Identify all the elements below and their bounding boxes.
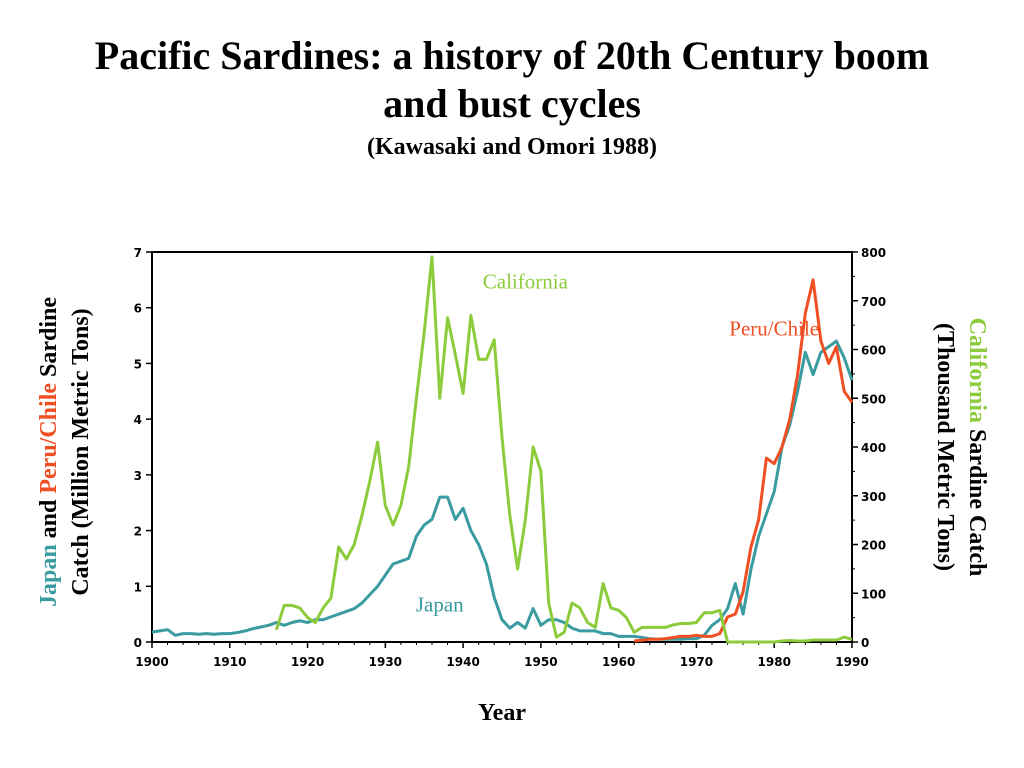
y-left-tick-label: 6: [134, 302, 142, 316]
page-title: Pacific Sardines: a history of 20th Cent…: [94, 33, 930, 126]
y-right-tick-label: 400: [861, 441, 886, 455]
x-tick-label: 1920: [291, 655, 324, 669]
y-right-title-part: California: [964, 318, 990, 423]
series-line-peru-chile: [634, 278, 854, 643]
y-right-tick-label: 500: [861, 392, 886, 406]
y-left-title-part: and: [36, 494, 62, 545]
y-right-tick-label: 0: [861, 636, 869, 650]
y-right-title-line2: (Thousand Metric Tons): [932, 323, 958, 571]
x-tick-label: 1930: [369, 655, 402, 669]
y-right-title-part: Sardine Catch: [964, 423, 990, 576]
x-axis-title: Year: [478, 700, 526, 726]
y-left-tick-label: 3: [134, 469, 142, 483]
y-left-title-part: Japan: [36, 544, 62, 607]
series-line-california: [274, 255, 853, 644]
x-tick-label: 1970: [680, 655, 713, 669]
x-tick-label: 1940: [446, 655, 479, 669]
series-line-japan: [151, 339, 854, 641]
y-right-title-line1: California Sardine Catch: [964, 318, 990, 577]
y-left-title-line2: Catch (Million Metric Tons): [68, 308, 94, 595]
page-subtitle: (Kawasaki and Omori 1988): [366, 134, 657, 160]
y-left-title-part: Peru/Chile: [36, 383, 62, 494]
x-tick-label: 1910: [213, 655, 246, 669]
y-left-tick-label: 5: [134, 357, 142, 371]
series-label-california: California: [483, 270, 569, 294]
x-tick-label: 1980: [758, 655, 791, 669]
y-left-title-line1: Japan and Peru/Chile Sardine: [36, 297, 62, 607]
x-tick-label: 1950: [524, 655, 557, 669]
x-tick-label: 1900: [135, 655, 168, 669]
y-left-tick-label: 7: [134, 246, 142, 260]
y-left-tick-label: 1: [134, 580, 142, 594]
y-right-tick-label: 600: [861, 344, 886, 358]
y-right-tick-label: 800: [861, 246, 886, 260]
y-right-tick-label: 200: [861, 539, 886, 553]
y-right-tick-label: 300: [861, 490, 886, 504]
x-tick-label: 1990: [835, 655, 868, 669]
y-left-title-part: Sardine: [36, 297, 62, 383]
series-label-peru-chile: Peru/Chile: [729, 317, 819, 341]
series-label-japan: Japan: [416, 592, 464, 616]
y-left-tick-label: 4: [134, 413, 142, 427]
y-right-tick-label: 100: [861, 587, 886, 601]
y-left-tick-label: 2: [134, 525, 142, 539]
title-block: Pacific Sardines: a history of 20th Cent…: [0, 32, 1024, 162]
y-left-tick-label: 0: [134, 636, 142, 650]
y-right-tick-label: 700: [861, 295, 886, 309]
x-tick-label: 1960: [602, 655, 635, 669]
